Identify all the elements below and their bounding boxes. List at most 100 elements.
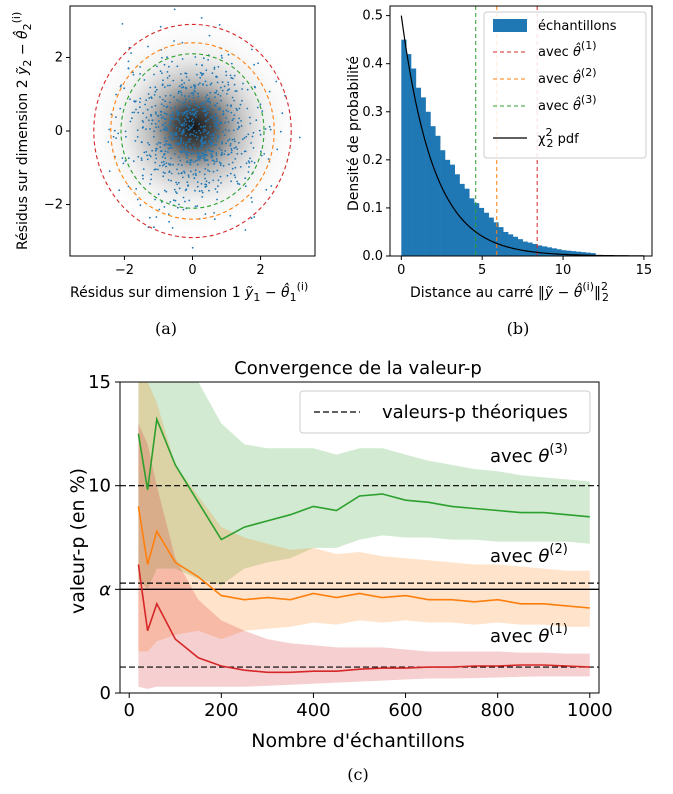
scatter-point <box>230 180 232 182</box>
scatter-point <box>193 121 195 123</box>
scatter-point <box>197 164 199 166</box>
scatter-point <box>220 182 222 184</box>
scatter-point <box>229 145 231 147</box>
scatter-point <box>229 138 231 140</box>
scatter-point <box>205 69 207 71</box>
scatter-point <box>195 173 197 175</box>
scatter-point <box>176 134 178 136</box>
scatter-point <box>158 126 160 128</box>
scatter-point <box>237 122 239 124</box>
scatter-point <box>249 123 251 125</box>
scatter-point <box>162 79 164 81</box>
scatter-point <box>154 94 156 96</box>
scatter-point <box>144 79 146 81</box>
scatter-point <box>225 71 227 73</box>
scatter-point <box>175 132 177 134</box>
scatter-point <box>175 118 177 120</box>
scatter-point <box>206 185 208 187</box>
histogram-bar <box>484 213 489 256</box>
scatter-point <box>148 97 150 99</box>
panel-c: Convergence de la valeur-p 0 200 400 600 800… <box>67 358 613 784</box>
scatter-point <box>234 84 236 86</box>
scatter-point <box>248 160 250 162</box>
scatter-point <box>175 138 177 140</box>
scatter-point <box>163 163 165 165</box>
scatter-point <box>188 152 190 154</box>
scatter-point <box>160 26 162 28</box>
scatter-point <box>232 97 234 99</box>
scatter-point <box>193 84 195 86</box>
scatter-point <box>268 158 270 160</box>
scatter-point <box>151 120 153 122</box>
scatter-point <box>173 40 175 42</box>
scatter-point <box>201 155 203 157</box>
histogram-bar <box>401 40 406 256</box>
scatter-point <box>193 114 195 116</box>
scatter-point <box>181 94 183 96</box>
histogram-bar <box>523 242 528 256</box>
scatter-point <box>255 119 257 121</box>
scatter-point <box>128 157 130 159</box>
scatter-point <box>204 178 206 180</box>
scatter-point <box>241 153 243 155</box>
scatter-point <box>183 130 185 132</box>
scatter-point <box>155 123 157 125</box>
scatter-point <box>135 140 137 142</box>
scatter-point <box>215 131 217 133</box>
scatter-point <box>234 141 236 143</box>
scatter-point <box>196 74 198 76</box>
scatter-point <box>204 125 206 127</box>
scatter-point <box>204 151 206 153</box>
scatter-point <box>172 132 174 134</box>
scatter-point <box>114 130 116 132</box>
scatter-point <box>227 89 229 91</box>
scatter-point <box>232 168 234 170</box>
scatter-point <box>186 105 188 107</box>
scatter-point <box>221 57 223 59</box>
scatter-point <box>155 168 157 170</box>
scatter-point <box>155 91 157 93</box>
scatter-point <box>180 152 182 154</box>
scatter-point <box>201 190 203 192</box>
scatter-point <box>247 89 249 91</box>
panel-a-ylabel: Résidus sur dimension 2 ỹ2 − θ̂2(i) <box>10 12 34 250</box>
scatter-point <box>188 125 190 127</box>
scatter-point <box>196 111 198 113</box>
scatter-point <box>203 110 205 112</box>
scatter-point <box>198 148 200 150</box>
scatter-point <box>115 116 117 118</box>
scatter-point <box>187 185 189 187</box>
scatter-point <box>203 129 205 131</box>
scatter-point <box>228 130 230 132</box>
scatter-point <box>125 131 127 133</box>
scatter-point <box>172 112 174 114</box>
scatter-point <box>150 174 152 176</box>
scatter-point <box>200 103 202 105</box>
scatter-point <box>190 164 192 166</box>
scatter-point <box>178 164 180 166</box>
scatter-point <box>182 42 184 44</box>
scatter-point <box>213 121 215 123</box>
scatter-point <box>200 72 202 74</box>
scatter-point <box>175 191 177 193</box>
scatter-point <box>203 153 205 155</box>
scatter-point <box>184 118 186 120</box>
scatter-point <box>150 179 152 181</box>
scatter-point <box>249 117 251 119</box>
scatter-point <box>208 190 210 192</box>
scatter-point <box>142 178 144 180</box>
scatter-point <box>197 154 199 156</box>
scatter-point <box>164 64 166 66</box>
scatter-point <box>149 154 151 156</box>
scatter-point <box>209 171 211 173</box>
scatter-point <box>181 137 183 139</box>
scatter-point <box>174 106 176 108</box>
scatter-point <box>147 159 149 161</box>
x-tick-label: 1000 <box>567 700 613 721</box>
scatter-point <box>200 126 202 128</box>
scatter-point <box>211 82 213 84</box>
scatter-point <box>193 161 195 163</box>
scatter-point <box>169 75 171 77</box>
scatter-point <box>199 77 201 79</box>
scatter-point <box>220 100 222 102</box>
